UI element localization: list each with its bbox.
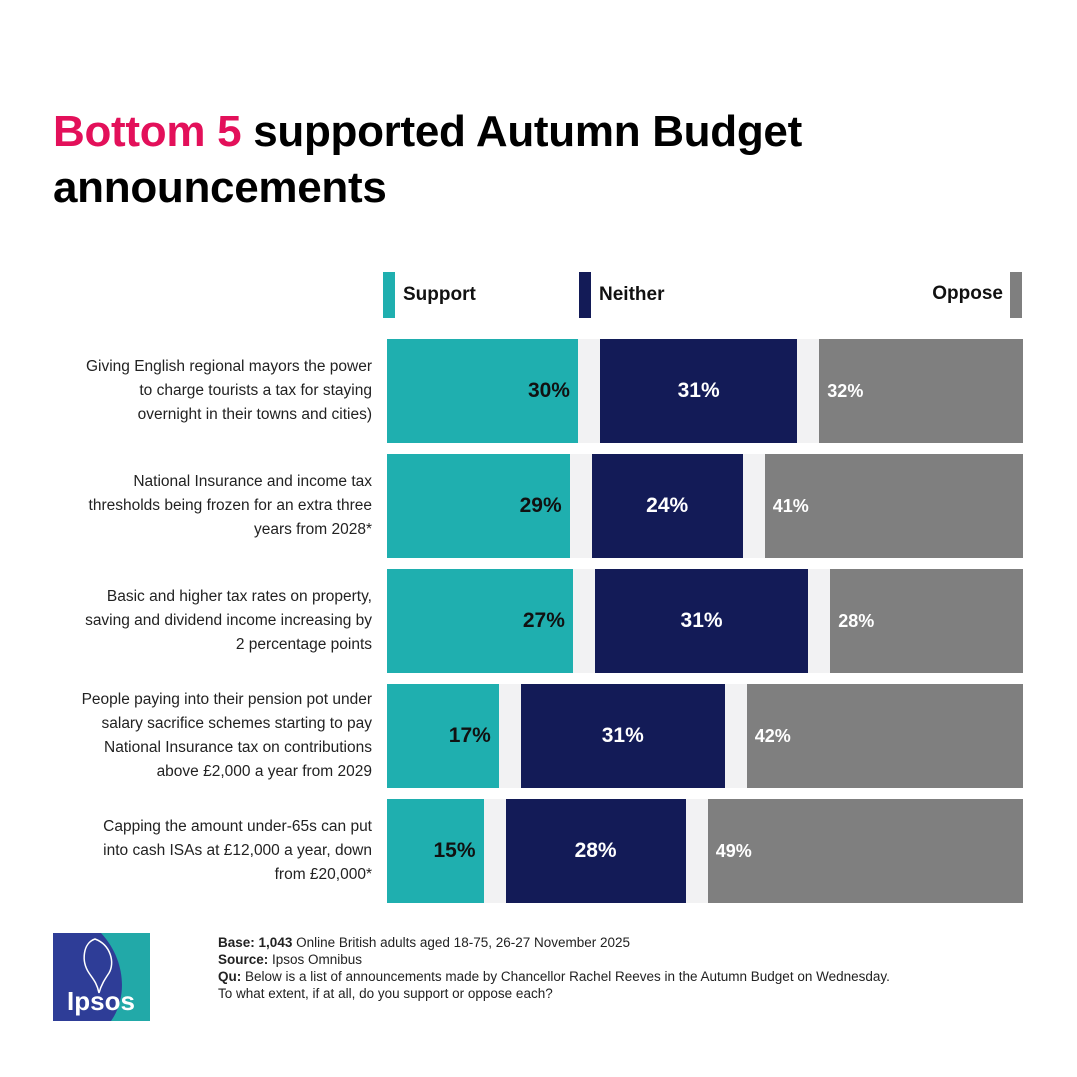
bar-oppose <box>830 569 1023 673</box>
question-text: Below is a list of announcements made by… <box>241 969 890 984</box>
row-label: National Insurance and income tax thresho… <box>40 454 372 558</box>
legend-support: Support <box>383 272 523 318</box>
bar-support <box>387 684 499 788</box>
bar-oppose <box>764 454 1023 558</box>
row-label: Basic and higher tax rates on property, s… <box>40 569 372 673</box>
base-text: Online British adults aged 18-75, 26-27 … <box>292 935 631 950</box>
base-label: Base: <box>218 935 255 950</box>
bar-oppose <box>707 799 1023 903</box>
row-label-line: National Insurance and income tax <box>133 473 372 490</box>
bar-value-label-support: 29% <box>519 494 562 517</box>
row-label-line: salary sacrifice schemes starting to pay <box>101 715 373 732</box>
bar-value-label-oppose: 42% <box>754 726 791 746</box>
bar-value-label-support: 17% <box>448 724 491 747</box>
legend-swatch-oppose <box>1010 272 1022 318</box>
bar-track: 27% 31% 28% <box>387 569 1023 673</box>
bar-value-label-neither: 31% <box>601 724 644 747</box>
bar-value-label-support: 30% <box>527 379 570 402</box>
question-label: Qu: <box>218 969 242 984</box>
row-label-line: People paying into their pension pot und… <box>81 691 372 708</box>
bar-value-label-oppose: 49% <box>715 841 752 861</box>
row-label-line: Giving English regional mayors the power <box>85 358 372 375</box>
bar-value-label-neither: 31% <box>677 379 720 402</box>
legend-swatch-support <box>383 272 395 318</box>
bar-oppose <box>746 684 1023 788</box>
row-label: People paying into their pension pot und… <box>40 684 372 788</box>
legend-neither: Neither <box>579 272 719 318</box>
footer-notes: Base: 1,043 Online British adults aged 1… <box>218 934 1018 1002</box>
ipsos-logo: Ipsos <box>53 933 150 1021</box>
bar-support <box>387 569 573 673</box>
bar-value-label-oppose: 32% <box>827 381 864 401</box>
bar-neither <box>599 339 798 443</box>
row-label-text: Capping the amount under-65s can put into… <box>103 815 372 887</box>
bar-track: 30% 31% 32% <box>387 339 1023 443</box>
bar-track: 17% 31% 42% <box>387 684 1023 788</box>
row-label: Giving English regional mayors the power… <box>40 339 372 443</box>
row-label-line: Basic and higher tax rates on property, <box>106 588 372 605</box>
bar-neither <box>594 569 809 673</box>
row-label-line: from £20,000* <box>274 866 372 883</box>
bar-track: 29% 24% 41% <box>387 454 1023 558</box>
bar-support <box>387 799 484 903</box>
source-label: Source: <box>218 952 269 967</box>
question-note: Qu: Below is a list of announcements mad… <box>218 968 1018 985</box>
row-label: Capping the amount under-65s can put into… <box>40 799 372 903</box>
bar-value-label-neither: 28% <box>574 839 617 862</box>
bar-track: 15% 28% 49% <box>387 799 1023 903</box>
logo-text: Ipsos <box>67 986 135 1016</box>
row-label-line: to charge tourists a tax for staying <box>139 382 372 399</box>
row-label-text: People paying into their pension pot und… <box>82 688 372 784</box>
legend-label-oppose: Oppose <box>932 283 1003 304</box>
bar-support <box>387 454 570 558</box>
bar-value-label-oppose: 28% <box>838 611 875 631</box>
bar-value-label-oppose: 41% <box>772 496 809 516</box>
bar-neither <box>505 799 686 903</box>
bar-neither <box>520 684 725 788</box>
row-label-line: saving and dividend income increasing by <box>85 612 372 629</box>
bar-oppose <box>819 339 1023 443</box>
bar-value-label-support: 27% <box>522 609 565 632</box>
chart-title: Bottom 5 supported Autumn Budget announc… <box>53 104 953 216</box>
question-note-line2: To what extent, if at all, do you suppor… <box>218 986 553 1001</box>
row-label-line: thresholds being frozen for an extra thr… <box>88 497 372 514</box>
row-label-line: 2 percentage points <box>235 636 372 653</box>
base-note: Base: 1,043 Online British adults aged 1… <box>218 934 1018 951</box>
row-label-line: overnight in their towns and cities) <box>137 406 372 423</box>
legend-swatch-neither <box>579 272 591 318</box>
legend-label-neither: Neither <box>599 284 665 305</box>
title-rest: supported Autumn Budget announcements <box>53 107 802 212</box>
legend-oppose: Oppose <box>902 272 1023 318</box>
bar-value-label-support: 15% <box>433 839 476 862</box>
ipsos-logo-icon: Ipsos <box>53 933 150 1021</box>
source-text: Ipsos Omnibus <box>268 952 363 967</box>
row-label-line: above £2,000 a year from 2029 <box>156 763 372 780</box>
source-note: Source: Ipsos Omnibus <box>218 951 1018 968</box>
row-label-line: Capping the amount under-65s can put <box>103 818 372 835</box>
title-highlight: Bottom 5 <box>53 107 242 156</box>
row-label-line: years from 2028* <box>253 521 372 538</box>
row-label-line: National Insurance tax on contributions <box>104 739 372 756</box>
row-label-text: Basic and higher tax rates on property, s… <box>85 585 372 657</box>
bar-value-label-neither: 31% <box>680 609 723 632</box>
base-value: 1,043 <box>258 935 293 950</box>
bar-support <box>387 339 578 443</box>
legend-label-support: Support <box>403 284 476 305</box>
row-label-text: Giving English regional mayors the power… <box>86 355 372 427</box>
row-label-text: National Insurance and income tax thresho… <box>89 470 372 542</box>
bar-neither <box>591 454 743 558</box>
row-label-line: into cash ISAs at £12,000 a year, down <box>103 842 372 859</box>
bar-value-label-neither: 24% <box>646 494 689 517</box>
